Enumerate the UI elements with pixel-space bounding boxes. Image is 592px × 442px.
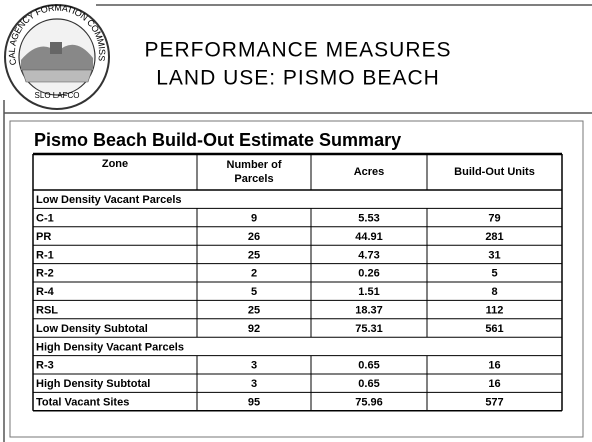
value-cell: 0.65 [358,360,379,372]
zone-cell: Low Density Subtotal [36,323,148,335]
value-cell: 75.96 [355,397,383,409]
zone-cell: High Density Subtotal [36,378,150,390]
value-cell: 5.53 [358,213,379,225]
header-cell: Acres [354,166,385,178]
zone-cell: C-1 [36,213,54,225]
value-cell: 92 [248,323,260,335]
slide-title-line: LAND USE: PISMO BEACH [156,67,440,90]
header-line: Parcels [234,173,273,185]
zone-cell: R-4 [36,286,55,298]
value-cell: 31 [488,249,500,261]
value-cell: 8 [491,286,497,298]
zone-cell: PR [36,231,51,243]
value-cell: 3 [251,378,257,390]
value-cell: 3 [251,360,257,372]
value-cell: 1.51 [358,286,379,298]
value-cell: 577 [485,397,503,409]
value-cell: 4.73 [358,249,379,261]
value-cell: 95 [248,397,260,409]
zone-cell: R-2 [36,268,54,280]
value-cell: 0.26 [358,268,379,280]
value-cell: 9 [251,213,257,225]
header-cell: Build-Out Units [454,166,535,178]
value-cell: 5 [251,286,257,298]
value-cell: 44.91 [355,231,383,243]
header-line: Number of [227,159,282,171]
value-cell: 561 [485,323,503,335]
value-cell: 75.31 [355,323,383,335]
seal-building [50,42,62,54]
value-cell: 281 [485,231,503,243]
header-cell: Number of Parcels [227,159,282,185]
header-cell: Zone [102,158,128,170]
slide-title-line: PERFORMANCE MEASURES [144,39,451,62]
table-title: Pismo Beach Build-Out Estimate Summary [34,130,401,150]
seal-hills [21,44,93,70]
value-cell: 0.65 [358,378,379,390]
value-cell: 18.37 [355,305,383,317]
value-cell: 79 [488,213,500,225]
section-cell: High Density Vacant Parcels [36,341,184,353]
zone-cell: RSL [36,305,58,317]
zone-cell: R-1 [36,249,54,261]
value-cell: 16 [488,360,500,372]
value-cell: 25 [248,249,260,261]
value-cell: 5 [491,268,497,280]
value-cell: 2 [251,268,257,280]
seal-bottom-text: SLO LAFCO [35,91,80,100]
value-cell: 16 [488,378,500,390]
seal-fields [21,69,93,83]
content-box [9,120,584,438]
value-cell: 25 [248,305,260,317]
zone-cell: R-3 [36,360,54,372]
zone-cell: Total Vacant Sites [36,397,129,409]
section-cell: Low Density Vacant Parcels [36,194,182,206]
value-cell: 26 [248,231,260,243]
value-cell: 112 [486,305,504,317]
